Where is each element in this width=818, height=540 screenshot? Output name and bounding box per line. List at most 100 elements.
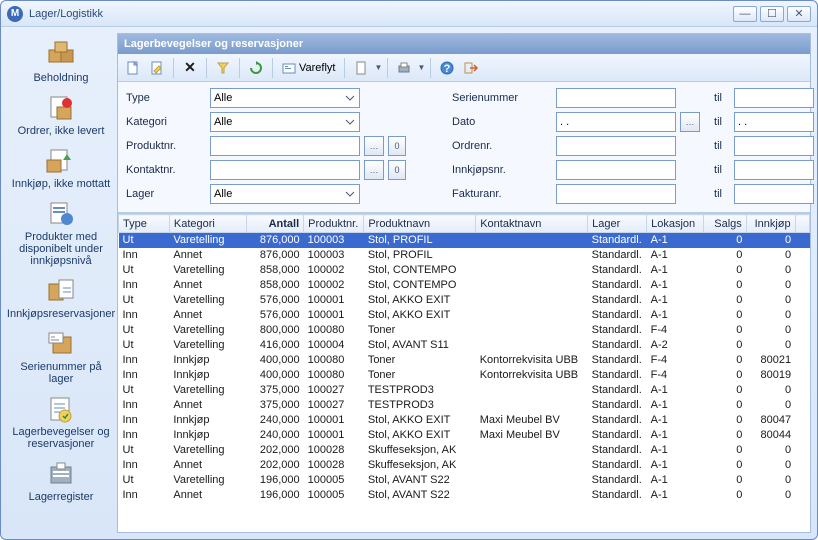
sidebar-item-innkjop[interactable]: Innkjøp, ikke mottatt [7,143,115,196]
column-header-kategori[interactable]: Kategori [169,215,246,233]
table-row[interactable]: UtVaretelling202,000100028Skuffeseksjon,… [119,443,810,458]
table-row[interactable]: InnInnkjøp400,000100080TonerKontorrekvis… [119,353,810,368]
dato-to-input[interactable] [734,112,814,132]
document-dropdown[interactable]: ▼ [374,63,382,72]
kategori-select[interactable]: Alle [210,112,360,132]
table-row[interactable]: InnAnnet876,000100003Stol, PROFILStandar… [119,248,810,263]
column-header-antall[interactable]: Antall [247,215,304,233]
cell-type: Inn [119,458,170,473]
grid-wrapper[interactable]: TypeKategoriAntallProduktnr.ProduktnavnK… [118,213,810,532]
table-row[interactable]: UtVaretelling858,000100002Stol, CONTEMPO… [119,263,810,278]
refresh-button[interactable] [245,57,267,79]
fakturanr-to-input[interactable] [734,184,814,204]
table-row[interactable]: InnInnkjøp400,000100080TonerKontorrekvis… [119,368,810,383]
cell-type: Inn [119,308,170,323]
type-select[interactable]: Alle [210,88,360,108]
sidebar-item-register[interactable]: Lagerregister [7,456,115,509]
column-header-kontaktnavn[interactable]: Kontaktnavn [476,215,588,233]
print-dropdown[interactable]: ▼ [417,63,425,72]
cell-salgs: 0 [704,368,747,383]
sidebar-item-ordrer[interactable]: Ordrer, ikke levert [7,90,115,143]
table-row[interactable]: InnAnnet202,000100028Skuffeseksjon, AKSt… [119,458,810,473]
kontaktnr-clear[interactable]: 0 [388,160,406,180]
delete-button[interactable]: ✕ [179,57,201,79]
cell-antall: 400,000 [247,368,304,383]
cell-type: Inn [119,278,170,293]
cell-produktnr: 100028 [304,458,364,473]
document-button[interactable] [350,57,372,79]
label-ordrenr: Ordrenr. [452,140,552,152]
innkjopsnr-from-input[interactable] [556,160,676,180]
innkjop-icon [43,145,79,177]
cell-lager: Standardl. [588,293,647,308]
cell-kontaktnavn [476,308,588,323]
cell-produktnavn: Stol, CONTEMPO [364,278,476,293]
table-row[interactable]: InnAnnet196,000100005Stol, AVANT S22Stan… [119,488,810,503]
produktnr-input[interactable] [210,136,360,156]
cell-salgs: 0 [704,353,747,368]
column-header-salgs[interactable]: Salgs [704,215,747,233]
cell-type: Inn [119,248,170,263]
vareflyt-button[interactable]: Vareflyt [278,57,339,79]
column-header-innkjop[interactable]: Innkjøp [746,215,795,233]
serienummer-from-input[interactable] [556,88,676,108]
cell-kategori: Varetelling [169,383,246,398]
lager-select[interactable]: Alle [210,184,360,204]
column-header-produktnr[interactable]: Produktnr. [304,215,364,233]
maximize-button[interactable]: ☐ [760,6,784,22]
table-row[interactable]: InnInnkjøp240,000100001Stol, AKKO EXITMa… [119,413,810,428]
svg-text:?: ? [444,63,451,75]
table-row[interactable]: UtVaretelling196,000100005Stol, AVANT S2… [119,473,810,488]
table-row[interactable]: UtVaretelling800,000100080TonerStandardl… [119,323,810,338]
label-kategori: Kategori [126,116,206,128]
exit-button[interactable] [460,57,482,79]
column-header-type[interactable]: Type [119,215,170,233]
dato-from-picker[interactable]: … [680,112,700,132]
cell-lokasjon: A-1 [647,383,704,398]
window-title: Lager/Logistikk [29,8,103,20]
new-button[interactable] [122,57,144,79]
print-button[interactable] [393,57,415,79]
table-row[interactable]: UtVaretelling876,000100003Stol, PROFILSt… [119,233,810,248]
column-header-lokasjon[interactable]: Lokasjon [647,215,704,233]
produktnr-clear[interactable]: 0 [388,136,406,156]
sidebar-item-bevegelser[interactable]: Lagerbevegelser og reservasjoner [7,391,115,456]
produktnr-lookup[interactable]: … [364,136,384,156]
kontaktnr-lookup[interactable]: … [364,160,384,180]
ordrenr-to-input[interactable] [734,136,814,156]
table-row[interactable]: InnAnnet375,000100027TESTPROD3Standardl.… [119,398,810,413]
cell-kategori: Annet [169,248,246,263]
grid-header-row: TypeKategoriAntallProduktnr.ProduktnavnK… [119,215,810,233]
dato-from-input[interactable] [556,112,676,132]
kontaktnr-input[interactable] [210,160,360,180]
column-header-lager[interactable]: Lager [588,215,647,233]
sidebar-item-label: Produkter med disponibelt under innkjøps… [9,231,113,267]
table-row[interactable]: UtVaretelling416,000100004Stol, AVANT S1… [119,338,810,353]
close-button[interactable]: ✕ [787,6,811,22]
minimize-button[interactable]: — [733,6,757,22]
edit-button[interactable] [146,57,168,79]
table-row[interactable]: InnAnnet858,000100002Stol, CONTEMPOStand… [119,278,810,293]
sidebar: BeholdningOrdrer, ikke levertInnkjøp, ik… [7,33,115,533]
column-header-produktnavn[interactable]: Produktnavn [364,215,476,233]
sidebar-item-beholdning[interactable]: Beholdning [7,37,115,90]
ordrenr-from-input[interactable] [556,136,676,156]
cell-produktnr: 100080 [304,353,364,368]
cell-kontaktnavn [476,458,588,473]
sidebar-item-produkter[interactable]: Produkter med disponibelt under innkjøps… [7,196,115,273]
cell-innkjop: 0 [746,398,795,413]
sidebar-item-innkjopsres[interactable]: Innkjøpsreservasjoner [7,273,115,326]
cell-kontaktnavn: Kontorrekvisita UBB [476,353,588,368]
table-row[interactable]: UtVaretelling375,000100027TESTPROD3Stand… [119,383,810,398]
table-row[interactable]: UtVaretelling576,000100001Stol, AKKO EXI… [119,293,810,308]
fakturanr-from-input[interactable] [556,184,676,204]
table-row[interactable]: InnInnkjøp240,000100001Stol, AKKO EXITMa… [119,428,810,443]
filter-button[interactable] [212,57,234,79]
sidebar-item-serienr[interactable]: Serienummer på lager [7,326,115,391]
innkjopsnr-to-input[interactable] [734,160,814,180]
table-row[interactable]: InnAnnet576,000100001Stol, AKKO EXITStan… [119,308,810,323]
cell-lager: Standardl. [588,458,647,473]
cell-kategori: Annet [169,278,246,293]
help-button[interactable]: ? [436,57,458,79]
serienummer-to-input[interactable] [734,88,814,108]
